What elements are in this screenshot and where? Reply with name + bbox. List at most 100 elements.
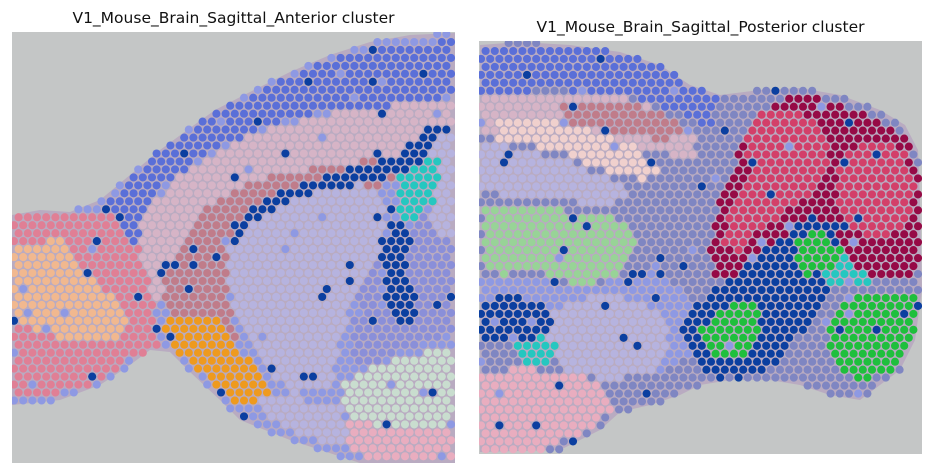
posterior-spot [826,134,835,143]
anterior-spot [350,428,359,437]
posterior-spot [821,110,831,119]
posterior-spot [665,365,674,374]
anterior-spot [410,101,419,110]
anterior-spot [299,260,308,270]
anterior-spot [410,260,419,270]
anterior-spot [212,125,221,134]
anterior-spot [276,125,285,134]
anterior-spot [28,316,37,325]
anterior-spot [285,141,295,150]
posterior-spot [481,94,490,103]
anterior-spot [244,133,253,142]
anterior-spot [74,364,83,373]
posterior-spot [803,206,812,215]
anterior-spot [414,237,423,246]
posterior-spot [559,54,568,63]
posterior-spot [895,285,904,295]
posterior-spot [601,317,610,326]
anterior-spot [295,237,304,246]
anterior-spot [391,197,400,206]
posterior-spot [789,230,798,239]
posterior-spot [481,285,490,295]
anterior-spot [419,388,428,397]
posterior-spot [886,269,895,279]
anterior-spot [364,388,373,397]
posterior-spot [734,277,743,287]
anterior-spot [446,149,455,158]
posterior-spot [624,118,633,127]
posterior-spot [716,262,725,271]
posterior-spot [798,357,808,366]
posterior-spot [693,269,702,279]
anterior-spot [391,388,400,397]
anterior-spot [239,332,249,341]
posterior-spot [601,158,610,167]
posterior-spot [614,293,624,303]
posterior-spot [716,166,725,175]
posterior-spot [748,285,757,295]
anterior-spot [368,364,377,373]
posterior-spot [683,365,693,374]
anterior-spot [180,149,189,158]
anterior-spot [322,189,331,198]
posterior-spot [555,206,564,215]
anterior-spot [69,372,78,381]
posterior-spot [743,373,752,382]
posterior-spot [479,166,486,175]
posterior-spot [743,357,752,366]
anterior-spot [272,85,281,94]
anterior-spot [106,229,115,238]
posterior-spot [624,54,633,63]
anterior-spot [368,45,377,54]
posterior-spot [794,222,803,231]
posterior-spot [513,214,522,223]
posterior-spot [720,190,729,199]
posterior-spot [555,222,564,231]
anterior-spot [382,420,391,429]
posterior-spot [688,214,697,223]
posterior-spot [702,254,711,263]
posterior-spot [844,246,854,255]
posterior-spot [513,373,522,382]
anterior-spot [120,284,129,294]
anterior-spot [373,53,382,62]
anterior-spot [391,229,400,238]
anterior-spot [276,93,285,102]
posterior-spot [872,262,881,271]
posterior-spot [647,158,656,167]
anterior-spot [350,284,359,294]
posterior-spot [711,222,720,231]
posterior-spot [835,309,844,318]
anterior-spot [51,292,60,301]
posterior-spot [564,126,573,135]
anterior-spot [230,380,239,389]
posterior-spot [877,254,886,263]
posterior-spot [817,246,826,255]
posterior-spot [532,118,541,127]
anterior-spot [83,237,92,246]
posterior-spot [486,118,495,127]
anterior-spot [285,364,295,373]
posterior-spot [711,254,720,263]
posterior-spot [509,46,518,56]
posterior-spot [863,341,872,350]
anterior-spot [239,125,249,134]
posterior-spot [683,206,693,215]
anterior-spot [253,245,262,254]
anterior-spot [216,181,226,190]
posterior-spot [642,389,651,398]
anterior-spot [55,221,65,230]
anterior-spot [377,109,387,118]
posterior-spot [656,94,665,103]
anterior-spot [138,332,147,341]
anterior-spot [88,260,97,270]
anterior-spot [74,332,83,341]
posterior-spot [670,198,679,207]
anterior-spot [350,189,359,198]
anterior-spot [313,109,322,118]
anterior-spot [285,300,295,309]
posterior-spot [587,309,596,318]
posterior-spot [647,62,656,71]
anterior-spot [419,69,428,78]
anterior-spot [12,364,19,373]
